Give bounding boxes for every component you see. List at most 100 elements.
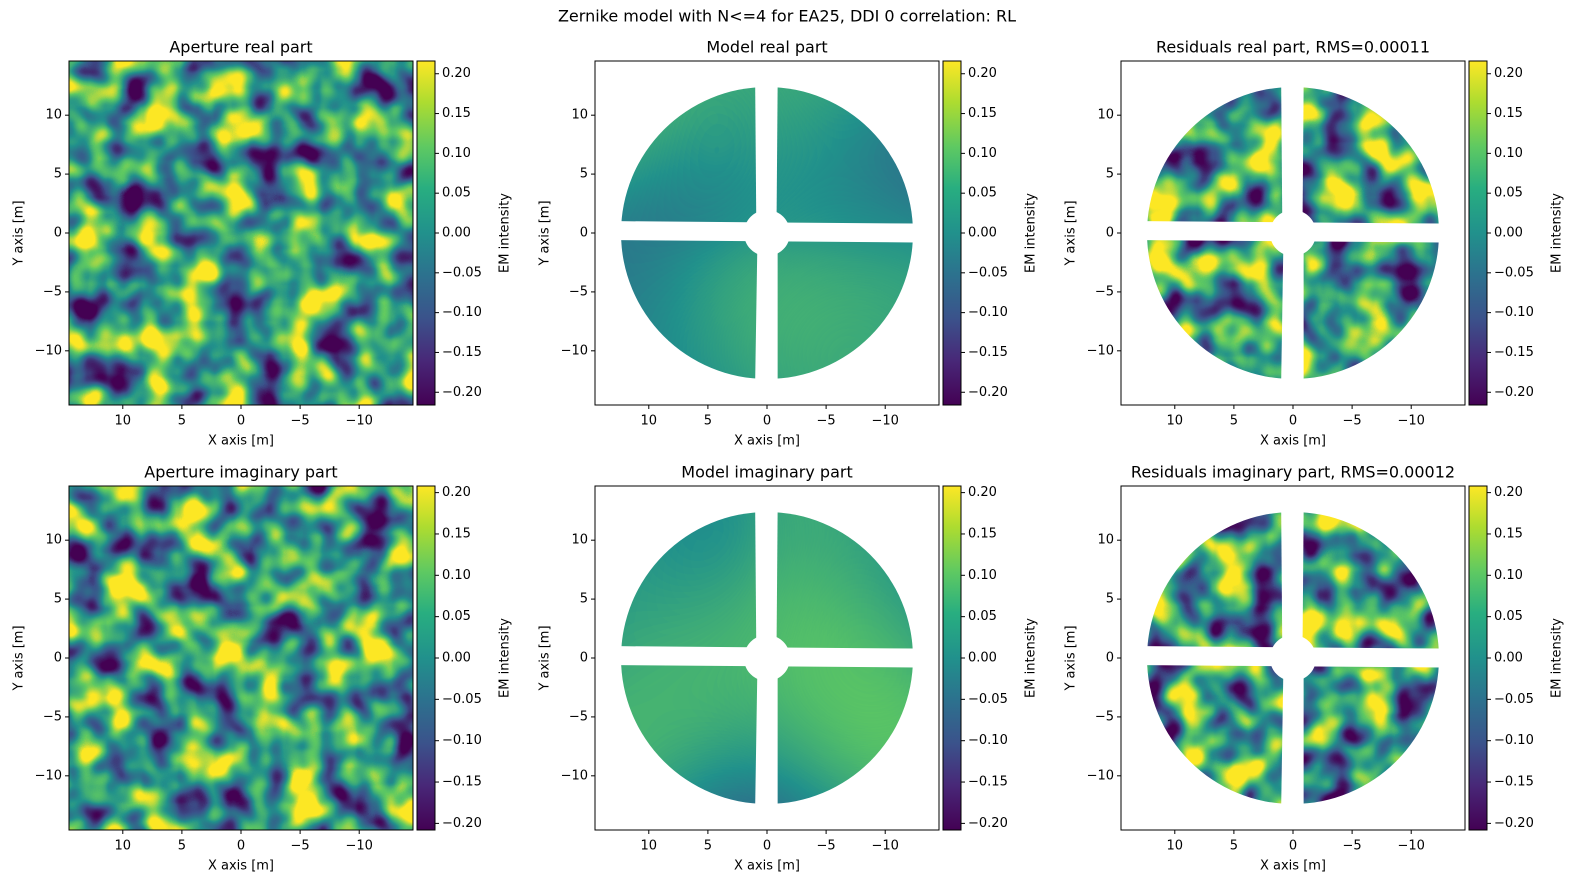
x-tick-label: 5 [178, 414, 186, 429]
colorbar-label: EM intensity [498, 193, 513, 273]
colorbar-tick-label: 0.15 [442, 526, 471, 541]
colorbar-label: EM intensity [1550, 193, 1565, 273]
colorbar-tick-label: 0.05 [1494, 609, 1523, 624]
colorbar-tick-label: −0.10 [442, 305, 482, 320]
y-tick-label: 5 [1106, 592, 1114, 607]
colorbar-tick-label: −0.15 [968, 775, 1008, 790]
y-tick-label: −5 [1095, 284, 1114, 299]
colorbar-tick-label: 0.20 [968, 66, 997, 81]
colorbar-tick-label: 0.10 [442, 146, 471, 161]
colorbar-label: EM intensity [498, 618, 513, 698]
colorbar-tick-label: 0.05 [1494, 186, 1523, 201]
x-axis-label: X axis [m] [734, 434, 800, 449]
x-tick-label: 0 [1289, 839, 1297, 854]
colorbar-tick-label: 0.05 [442, 609, 471, 624]
x-tick-label: 10 [1167, 839, 1184, 854]
y-tick-label: −10 [1087, 343, 1114, 358]
colorbar-tick-label: 0.15 [1494, 106, 1523, 121]
colorbar-tick-label: 0.15 [1494, 526, 1523, 541]
colorbar-tick-label: −0.20 [1494, 816, 1534, 831]
plot-title: Model real part [706, 38, 827, 57]
x-tick-label: 0 [763, 414, 771, 429]
colorbar-tick-label: −0.10 [1494, 305, 1534, 320]
colorbar-tick-label: −0.15 [442, 775, 482, 790]
colorbar [416, 60, 436, 406]
y-tick-label: 5 [580, 592, 588, 607]
colorbar [942, 485, 962, 831]
figure-title: Zernike model with N<=4 for EA25, DDI 0 … [558, 7, 1016, 26]
colorbar-tick-label: −0.05 [1494, 692, 1534, 707]
colorbar-tick-label: −0.15 [442, 345, 482, 360]
colorbar-tick-label: 0.00 [442, 226, 471, 241]
plot-title: Aperture real part [169, 38, 312, 57]
colorbar-tick-label: −0.05 [442, 265, 482, 280]
colorbar-tick-label: 0.10 [968, 146, 997, 161]
x-tick-label: −5 [817, 414, 836, 429]
x-tick-label: −10 [1397, 839, 1424, 854]
y-tick-label: −10 [561, 343, 588, 358]
x-tick-label: −5 [291, 414, 310, 429]
x-tick-label: 0 [763, 839, 771, 854]
y-tick-label: −5 [569, 284, 588, 299]
colorbar-tick-label: −0.20 [442, 816, 482, 831]
colorbar-tick-label: −0.05 [442, 692, 482, 707]
y-tick-label: 10 [571, 533, 588, 548]
x-tick-label: −10 [871, 839, 898, 854]
heatmap-image [1121, 486, 1465, 830]
y-axis-label: Y axis [m] [538, 625, 553, 691]
y-tick-label: 5 [1106, 167, 1114, 182]
colorbar-tick-label: 0.15 [968, 106, 997, 121]
colorbar-label: EM intensity [1024, 193, 1039, 273]
colorbar-tick-label: 0.00 [442, 651, 471, 666]
x-axis-label: X axis [m] [208, 859, 274, 874]
y-tick-label: −10 [1087, 768, 1114, 783]
y-axis-label: Y axis [m] [12, 625, 27, 691]
colorbar [1468, 60, 1488, 406]
y-tick-label: −5 [43, 709, 62, 724]
colorbar-tick-label: −0.20 [1494, 385, 1534, 400]
x-tick-label: 10 [641, 414, 658, 429]
heatmap-image [1121, 61, 1465, 405]
y-axis-label: Y axis [m] [538, 200, 553, 266]
x-tick-label: 5 [704, 414, 712, 429]
colorbar-label: EM intensity [1550, 618, 1565, 698]
y-tick-label: 10 [571, 108, 588, 123]
colorbar-tick-label: 0.20 [442, 66, 471, 81]
y-tick-label: −10 [35, 768, 62, 783]
x-tick-label: −10 [345, 414, 372, 429]
x-tick-label: 5 [704, 839, 712, 854]
colorbar-tick-label: 0.05 [968, 186, 997, 201]
x-tick-label: 10 [641, 839, 658, 854]
x-tick-label: −5 [817, 839, 836, 854]
y-tick-label: 10 [1097, 533, 1114, 548]
colorbar-tick-label: 0.00 [968, 226, 997, 241]
colorbar-tick-label: 0.05 [968, 609, 997, 624]
y-tick-label: 5 [54, 167, 62, 182]
colorbar-tick-label: 0.10 [1494, 568, 1523, 583]
colorbar-tick-label: −0.05 [1494, 265, 1534, 280]
y-tick-label: 0 [54, 651, 62, 666]
x-axis-label: X axis [m] [1260, 859, 1326, 874]
heatmap-image [69, 486, 413, 830]
y-tick-label: −5 [569, 709, 588, 724]
x-axis-label: X axis [m] [734, 859, 800, 874]
colorbar-tick-label: 0.10 [1494, 146, 1523, 161]
x-tick-label: 5 [178, 839, 186, 854]
y-tick-label: −5 [43, 284, 62, 299]
colorbar-tick-label: −0.15 [968, 345, 1008, 360]
colorbar-tick-label: 0.00 [1494, 651, 1523, 666]
x-tick-label: −5 [1343, 414, 1362, 429]
colorbar [942, 60, 962, 406]
plot-title: Aperture imaginary part [144, 463, 337, 482]
colorbar-tick-label: −0.10 [968, 733, 1008, 748]
heatmap-image [69, 61, 413, 405]
x-tick-label: 5 [1230, 414, 1238, 429]
x-tick-label: 0 [237, 414, 245, 429]
colorbar-tick-label: −0.05 [968, 265, 1008, 280]
colorbar [416, 485, 436, 831]
colorbar-tick-label: 0.00 [1494, 226, 1523, 241]
x-axis-label: X axis [m] [1260, 434, 1326, 449]
y-axis-label: Y axis [m] [1064, 625, 1079, 691]
colorbar-tick-label: −0.20 [442, 385, 482, 400]
colorbar-tick-label: 0.20 [1494, 485, 1523, 500]
